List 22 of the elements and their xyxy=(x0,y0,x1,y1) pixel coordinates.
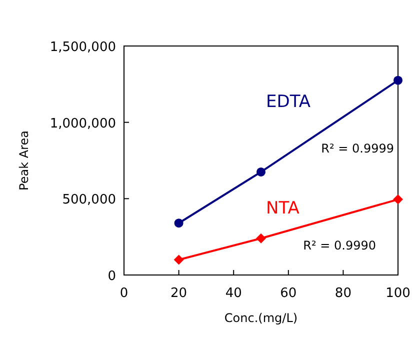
series-label: NTA xyxy=(266,198,300,218)
x-tick-label: 0 xyxy=(120,286,128,301)
y-tick-label: 0 xyxy=(108,269,116,284)
point xyxy=(256,167,266,176)
x-tick-label: 80 xyxy=(334,286,352,301)
point xyxy=(393,194,403,204)
y-axis-title: Peak Area xyxy=(17,130,31,190)
x-tick-label: 20 xyxy=(170,286,188,301)
x-tick-label: 100 xyxy=(386,286,410,301)
series-label: EDTA xyxy=(266,92,311,112)
point xyxy=(174,218,184,228)
annotation: R² = 0.9999 xyxy=(321,141,394,156)
annotation: R² = 0.9990 xyxy=(303,238,376,252)
point xyxy=(174,254,184,265)
point xyxy=(256,233,266,244)
x-tick-label: 60 xyxy=(280,286,297,301)
x-tick-label: 40 xyxy=(225,286,242,301)
point xyxy=(394,76,402,85)
y-tick-label: 1,500,000 xyxy=(50,40,116,55)
y-tick-label: 500,000 xyxy=(62,192,116,208)
x-axis-title: Conc.(mg/L) xyxy=(224,311,298,325)
y-tick-label: 1,000,000 xyxy=(50,116,116,132)
